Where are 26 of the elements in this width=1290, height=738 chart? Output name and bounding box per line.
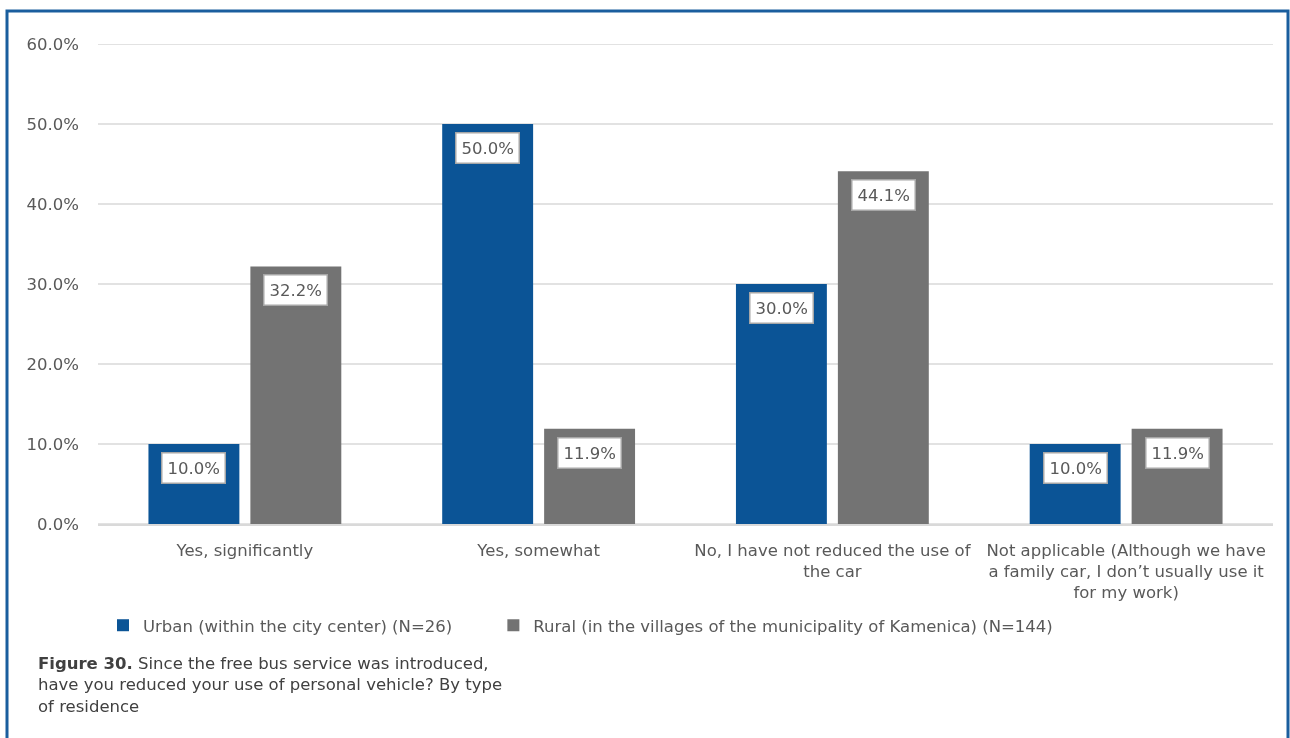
bar	[735, 284, 827, 524]
bar	[837, 171, 929, 524]
data-label: 50.0%	[461, 138, 514, 158]
y-tick-label: 30.0%	[26, 274, 79, 294]
x-tick-label: Yes, somewhat	[476, 540, 601, 560]
x-tick-label: No, I have not reduced the use of the car	[694, 540, 972, 581]
legend-label: Rural (in the villages of the municipality of Kamenica) (N=144)	[533, 616, 1053, 636]
y-tick-label: 50.0%	[26, 114, 79, 134]
y-tick-label: 20.0%	[26, 354, 79, 374]
data-label: 11.9%	[563, 443, 616, 463]
caption: Figure 30. Since the free bus service was introduced, have you reduced your use of personal vehicle? By type of residence	[38, 654, 503, 716]
legend-label: Urban (within the city center) (N=26)	[143, 616, 453, 636]
x-tick-label: Yes, significantly	[175, 540, 314, 560]
data-label: 10.0%	[1049, 458, 1102, 478]
data-label: 10.0%	[167, 458, 220, 478]
y-tick-label: 60.0%	[26, 34, 79, 54]
bar	[250, 266, 342, 524]
data-label: 30.0%	[755, 298, 808, 318]
y-tick-label: 40.0%	[26, 194, 79, 214]
data-label: 32.2%	[269, 280, 322, 300]
x-tick-label: Not applicable (Although we have a family car, I don’t usually use it for my work)	[986, 540, 1266, 603]
data-label: 44.1%	[857, 185, 910, 205]
y-tick-label: 0.0%	[37, 514, 79, 534]
y-tick-label: 10.0%	[26, 434, 79, 454]
bar	[442, 124, 534, 524]
data-label: 11.9%	[1151, 443, 1204, 463]
